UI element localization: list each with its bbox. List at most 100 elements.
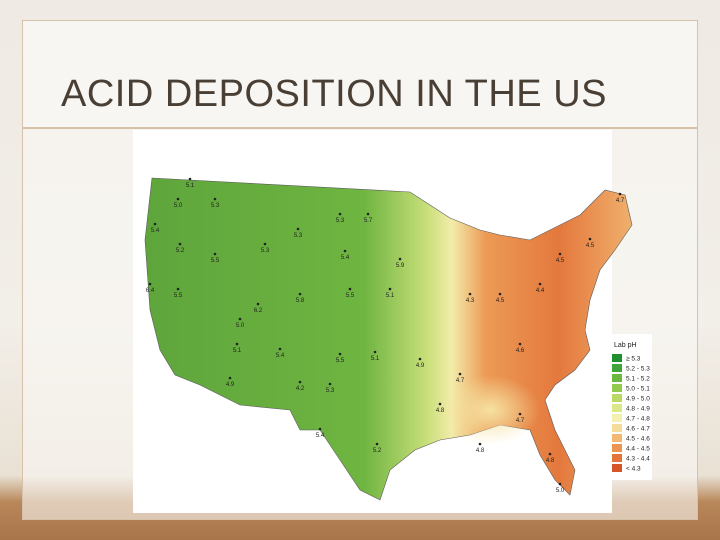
station-dot	[373, 350, 377, 354]
station-label: 4.8	[546, 458, 555, 464]
station-label: 5.7	[364, 218, 373, 224]
legend-label: 4.8 - 4.9	[626, 406, 650, 413]
station-label: 4.5	[556, 258, 565, 264]
station-dot	[338, 352, 342, 356]
station-label: 5.9	[396, 263, 405, 269]
station-dot	[296, 227, 300, 231]
station-dot	[468, 292, 472, 296]
legend-swatch	[612, 364, 622, 372]
station-dot	[343, 249, 347, 253]
station-dot	[518, 342, 522, 346]
station-dot	[188, 177, 192, 181]
station-dot	[148, 282, 152, 286]
stations: 5.1 5.0 5.3 5.4 5.2 5.5 5.3 5.3 5.3 5.7 5.4 5.9 6.4 5…	[146, 177, 625, 494]
station-dot	[153, 222, 157, 226]
station-dot	[348, 287, 352, 291]
legend-swatch	[612, 354, 622, 362]
station-label: 5.1	[186, 183, 195, 189]
station-label: 4.7	[616, 198, 625, 204]
station-dot	[538, 282, 542, 286]
station-label: 4.8	[476, 448, 485, 454]
station-label: 4.9	[416, 363, 425, 369]
shading	[440, 375, 540, 445]
legend-label: 4.4 - 4.5	[626, 446, 650, 453]
station-label: 5.1	[386, 293, 395, 299]
station-dot	[338, 212, 342, 216]
station-label: 5.3	[326, 388, 335, 394]
station-dot	[318, 427, 322, 431]
legend-label: 4.7 - 4.8	[626, 416, 650, 423]
station-dot	[298, 292, 302, 296]
station-label: 5.3	[294, 233, 303, 239]
station-label: 6.2	[254, 308, 263, 314]
station-dot	[478, 442, 482, 446]
station-label: 5.0	[556, 488, 565, 494]
title-box: ACID DEPOSITION IN THE US	[22, 20, 698, 128]
station-dot	[298, 380, 302, 384]
station-label: 5.5	[346, 293, 355, 299]
station-dot	[558, 252, 562, 256]
station-label: 5.0	[236, 323, 245, 329]
legend-label: 5.1 - 5.2	[626, 376, 650, 383]
station-dot	[375, 442, 379, 446]
legend-label: 5.2 - 5.3	[626, 366, 650, 373]
station-dot	[176, 287, 180, 291]
station-label: 4.9	[226, 382, 235, 388]
station-dot	[235, 342, 239, 346]
station-label: 5.8	[296, 298, 305, 304]
station-label: 5.4	[276, 353, 285, 359]
legend-swatch	[612, 464, 622, 472]
station-dot	[588, 237, 592, 241]
station-dot	[263, 242, 267, 246]
station-dot	[213, 252, 217, 256]
station-label: 5.5	[211, 258, 220, 264]
station-dot	[618, 192, 622, 196]
legend-label: < 4.3	[626, 466, 641, 473]
station-label: 5.4	[151, 228, 160, 234]
station-dot	[438, 402, 442, 406]
station-label: 4.7	[516, 418, 525, 424]
legend-swatch	[612, 434, 622, 442]
station-label: 5.2	[176, 248, 185, 254]
station-label: 5.2	[373, 448, 382, 454]
station-dot	[418, 357, 422, 361]
station-dot	[176, 197, 180, 201]
station-label: 5.1	[233, 348, 242, 354]
legend-label: 5.0 - 5.1	[626, 386, 650, 393]
legend-swatch	[612, 374, 622, 382]
legend-swatch	[612, 404, 622, 412]
station-label: 4.5	[586, 243, 595, 249]
station-label: 6.4	[146, 288, 155, 294]
station-label: 4.3	[466, 298, 475, 304]
station-dot	[388, 287, 392, 291]
station-dot	[548, 452, 552, 456]
legend-swatch	[612, 424, 622, 432]
legend-swatch	[612, 454, 622, 462]
station-dot	[213, 197, 217, 201]
legend-label: 4.3 - 4.4	[626, 456, 650, 463]
legend-title: Lab pH	[614, 342, 637, 349]
station-dot	[238, 317, 242, 321]
station-label: 5.4	[316, 433, 325, 439]
legend-label: 4.6 - 4.7	[626, 426, 650, 433]
station-label: 4.6	[516, 348, 525, 354]
station-label: 5.0	[174, 203, 183, 209]
station-dot	[518, 412, 522, 416]
station-label: 5.5	[174, 293, 183, 299]
station-label: 4.4	[536, 288, 545, 294]
legend-swatch	[612, 384, 622, 392]
station-label: 4.5	[496, 298, 505, 304]
legend-swatch	[612, 414, 622, 422]
station-dot	[278, 347, 282, 351]
station-dot	[178, 242, 182, 246]
legend-swatch	[612, 394, 622, 402]
station-label: 4.7	[456, 378, 465, 384]
station-dot	[228, 376, 232, 380]
station-label: 5.3	[336, 218, 345, 224]
station-label: 4.2	[296, 386, 305, 392]
legend-label: ≥ 5.3	[626, 356, 641, 363]
station-dot	[256, 302, 260, 306]
legend-swatch	[612, 444, 622, 452]
